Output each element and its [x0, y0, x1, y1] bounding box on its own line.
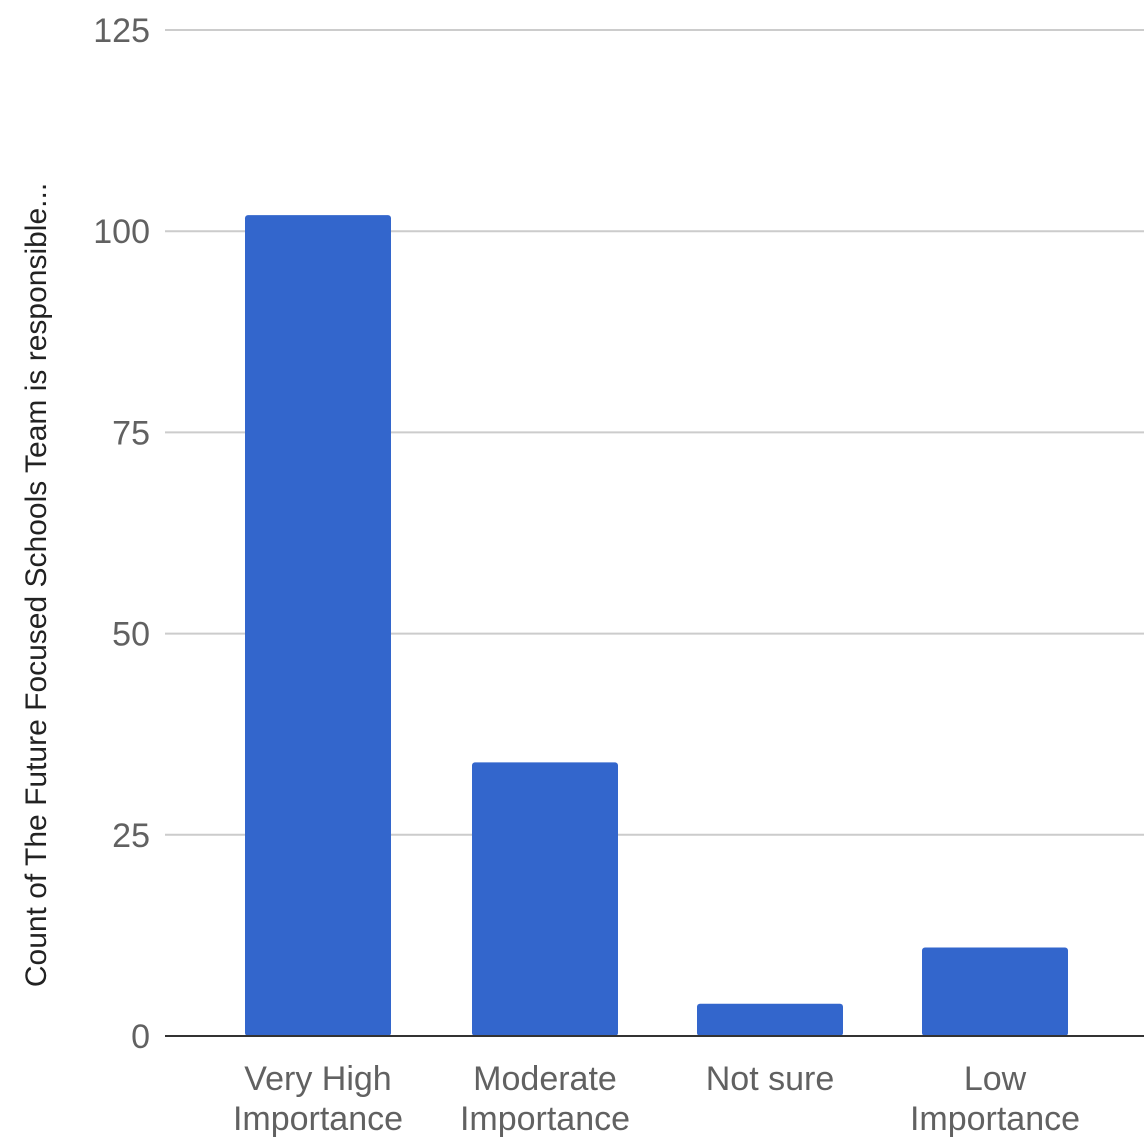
- x-category-label-line: Importance: [910, 1100, 1080, 1138]
- x-category-label-line: Very High: [244, 1060, 391, 1098]
- bar: [245, 215, 391, 1036]
- y-axis-title: Count of The Future Focused Schools Team…: [20, 183, 53, 987]
- bars: [245, 215, 1068, 1036]
- x-category-label-line: Not sure: [706, 1060, 835, 1098]
- y-tick-label: 25: [112, 817, 150, 855]
- y-tick-label: 125: [93, 12, 150, 50]
- x-category-label-line: Low: [964, 1060, 1027, 1098]
- bar: [922, 947, 1068, 1036]
- x-category-label: Moderate Importance: [460, 1060, 630, 1138]
- x-category-label: Very High Importance: [233, 1060, 403, 1138]
- y-tick-label: 100: [93, 213, 150, 251]
- y-tick-label: 0: [131, 1018, 150, 1056]
- x-category-label: Not sure: [706, 1060, 835, 1098]
- y-tick-label: 50: [112, 616, 150, 654]
- y-axis-ticks: 0 25 50 75 100 125: [93, 12, 150, 1056]
- x-category-label-line: Importance: [460, 1100, 630, 1138]
- y-tick-label: 75: [112, 414, 150, 452]
- bar: [697, 1003, 843, 1036]
- x-category-label-line: Importance: [233, 1100, 403, 1138]
- x-category-label: Low Importance: [910, 1060, 1080, 1138]
- bar: [472, 762, 618, 1036]
- x-category-label-line: Moderate: [473, 1060, 617, 1098]
